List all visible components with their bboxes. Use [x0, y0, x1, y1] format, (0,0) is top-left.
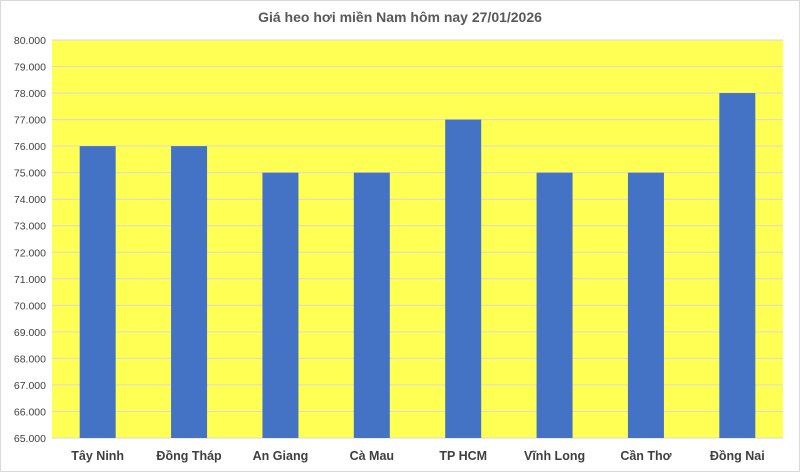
x-tick-label: Vĩnh Long: [524, 449, 585, 463]
plot-area: [52, 40, 783, 438]
y-tick-label: 67.000: [14, 380, 46, 392]
x-tick-label: Đồng Nai: [710, 449, 765, 463]
y-tick-label: 75.000: [14, 168, 46, 180]
bar: [719, 93, 756, 439]
y-tick-label: 71.000: [14, 274, 46, 286]
bar: [262, 172, 299, 438]
x-tick-label: Cần Thơ: [620, 449, 671, 463]
bar: [353, 172, 390, 438]
y-tick-label: 76.000: [14, 141, 46, 153]
x-tick-label: Tây Ninh: [71, 449, 124, 463]
y-tick-label: 78.000: [14, 88, 46, 100]
x-tick-label: An Giang: [253, 449, 309, 463]
y-tick-label: 68.000: [14, 353, 46, 365]
bar: [79, 146, 116, 438]
y-tick-label: 69.000: [14, 327, 46, 339]
bar: [171, 146, 208, 438]
bar: [445, 119, 482, 438]
bar: [627, 172, 664, 438]
y-tick-label: 72.000: [14, 247, 46, 259]
bar: [536, 172, 573, 438]
x-tick-label: Cà Mau: [350, 449, 394, 463]
chart-title: Giá heo hơi miền Nam hôm nay 27/01/2026: [258, 9, 542, 25]
x-tick-label: Đồng Tháp: [156, 449, 222, 463]
y-tick-label: 66.000: [14, 406, 46, 418]
y-tick-label: 73.000: [14, 221, 46, 233]
y-tick-label: 79.000: [14, 62, 46, 74]
y-tick-label: 74.000: [14, 194, 46, 206]
y-tick-label: 77.000: [14, 115, 46, 127]
x-tick-label: TP HCM: [439, 449, 487, 463]
y-tick-label: 70.000: [14, 300, 46, 312]
y-tick-label: 80.000: [14, 35, 46, 47]
y-tick-label: 65.000: [14, 433, 46, 445]
